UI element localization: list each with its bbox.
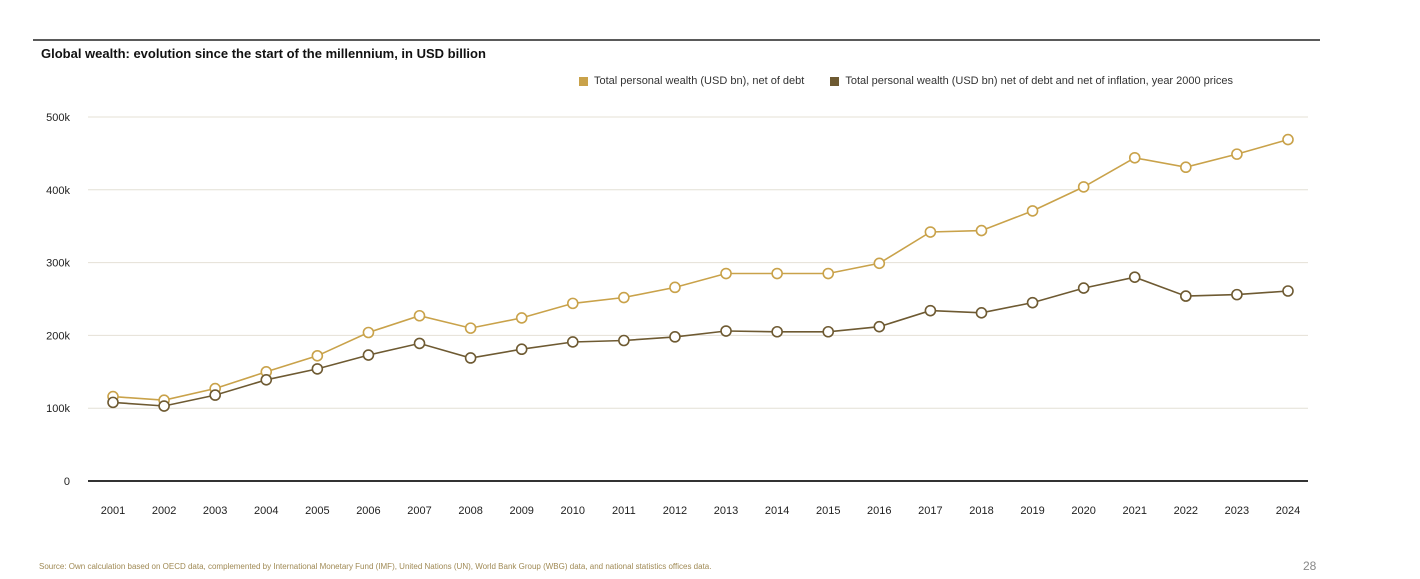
x-tick-label: 2017 [918,505,942,517]
top-rule [33,39,1320,41]
y-tick-label: 300k [46,258,70,270]
data-point [464,352,477,364]
data-point [515,343,528,356]
x-tick-label: 2021 [1122,505,1146,517]
x-tick-label: 2015 [816,505,840,517]
data-point [158,400,170,412]
x-tick-label: 2006 [356,505,380,517]
chart-title: Global wealth: evolution since the start… [41,46,486,61]
series-2 [107,271,1294,412]
x-tick-label: 2008 [458,505,482,517]
data-point [1077,282,1090,294]
data-point [975,224,988,237]
source-note: Source: Own calculation based on OECD da… [39,562,712,571]
data-point [311,349,324,362]
data-point [311,363,324,375]
x-tick-label: 2014 [765,505,789,517]
data-point [924,304,937,317]
data-point [720,267,732,280]
series-layer [107,133,1294,412]
legend-label-nominal: Total personal wealth (USD bn), net of d… [594,75,805,87]
data-point [771,267,783,280]
series-line [112,138,1289,402]
data-point [618,291,630,304]
data-point [1026,296,1039,309]
y-tick-label: 500k [46,112,70,124]
data-point [873,257,886,270]
data-point [822,267,835,280]
x-tick-label: 2024 [1276,505,1300,517]
y-tick-label: 400k [46,185,70,197]
x-tick-label: 2020 [1071,505,1095,517]
data-point [873,320,886,333]
y-tick-label: 100k [46,403,70,415]
x-tick-label: 2003 [203,505,227,517]
page-number: 28 [1303,559,1317,573]
x-tick-label: 2011 [612,505,636,517]
legend-swatch-nominal [579,76,588,86]
axis-layer: 0 100k 200k 300k 400k 500k 2001 2002 2003 2004 200… [46,112,1308,517]
data-point [362,326,375,339]
legend-item-nominal: Total personal wealth (USD bn), net of d… [579,75,804,87]
data-point [464,322,477,334]
data-point [1128,151,1141,164]
legend: Total personal wealth (USD bn), net of d… [579,75,1233,87]
x-tick-label: 2019 [1020,505,1044,517]
data-point [822,325,835,338]
data-point [260,374,273,386]
data-point [669,331,681,343]
data-point [362,349,375,361]
legend-item-real: Total personal wealth (USD bn) net of de… [830,75,1233,87]
legend-label-real: Total personal wealth (USD bn) net of de… [845,75,1234,87]
x-tick-label: 2005 [305,505,329,517]
data-point [720,325,732,337]
x-tick-label: 2022 [1174,505,1198,517]
data-point [515,312,528,324]
x-tick-label: 2023 [1225,505,1249,517]
data-point [669,281,681,294]
data-point [566,297,579,310]
data-point [413,337,426,350]
data-point [924,226,937,238]
legend-swatch-real [830,76,840,86]
grid-layer [88,116,1308,409]
x-tick-label: 2004 [254,505,278,517]
data-point [1180,290,1192,302]
data-point [566,336,579,348]
data-point [107,396,119,409]
data-point [618,334,630,347]
data-point [1128,271,1141,283]
x-tick-label: 2018 [969,505,993,517]
data-point [209,389,221,401]
x-tick-label: 2013 [714,505,738,517]
x-tick-label: 2007 [407,505,431,517]
data-point [771,325,783,338]
data-point [1231,148,1243,160]
data-point [1180,161,1192,174]
x-tick-label: 2016 [867,505,891,517]
data-point [975,307,988,319]
x-tick-label: 2001 [101,505,125,517]
y-tick-label: 200k [46,330,70,342]
data-point [1077,181,1090,193]
data-point [413,309,426,322]
x-tick-label: 2009 [509,505,533,517]
data-point [1231,288,1243,301]
data-point [1026,205,1039,217]
x-tick-label: 2002 [152,505,176,517]
x-tick-label: 2010 [561,505,585,517]
series-line [112,276,1289,407]
data-point [1282,133,1294,146]
y-tick-label: 0 [64,476,70,488]
series-1 [107,133,1294,406]
x-tick-label: 2012 [663,505,687,517]
data-point [1282,285,1294,297]
